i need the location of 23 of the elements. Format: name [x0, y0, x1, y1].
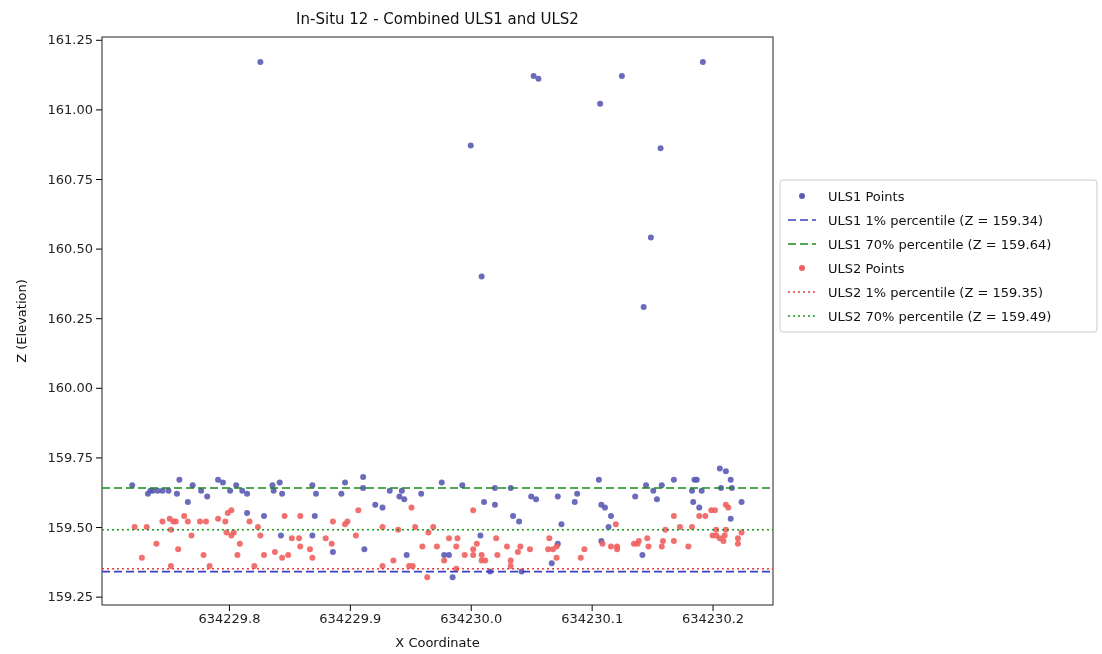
- y-tick-label: 159.75: [47, 450, 93, 466]
- y-tick-label: 160.75: [47, 171, 93, 187]
- x-tick-label: 634230.1: [561, 611, 624, 627]
- x-tick-label: 634230.2: [682, 611, 745, 627]
- y-axis-title: Z (Elevation): [14, 279, 29, 363]
- legend-label: ULS1 1% percentile (Z = 159.34): [828, 213, 1044, 228]
- y-tick-label: 160.50: [47, 241, 93, 257]
- legend-label: ULS2 70% percentile (Z = 159.49): [828, 309, 1052, 324]
- x-tick-label: 634229.8: [198, 611, 261, 627]
- y-tick-label: 159.25: [47, 589, 93, 605]
- x-tick-label: 634230.0: [440, 611, 503, 627]
- legend-label: ULS2 1% percentile (Z = 159.35): [828, 285, 1044, 300]
- y-tick-label: 160.25: [47, 310, 93, 326]
- y-tick-label: 159.50: [47, 519, 93, 535]
- chart-title: In-Situ 12 - Combined ULS1 and ULS2: [296, 10, 579, 28]
- y-tick-label: 161.00: [47, 102, 93, 118]
- y-tick-label: 161.25: [47, 32, 93, 48]
- legend-label: ULS1 70% percentile (Z = 159.64): [828, 237, 1052, 252]
- legend-label: ULS1 Points: [828, 189, 905, 204]
- y-tick-label: 160.00: [47, 380, 93, 396]
- x-axis-title: X Coordinate: [395, 635, 480, 650]
- x-tick-label: 634229.9: [319, 611, 382, 627]
- legend-label: ULS2 Points: [828, 261, 905, 276]
